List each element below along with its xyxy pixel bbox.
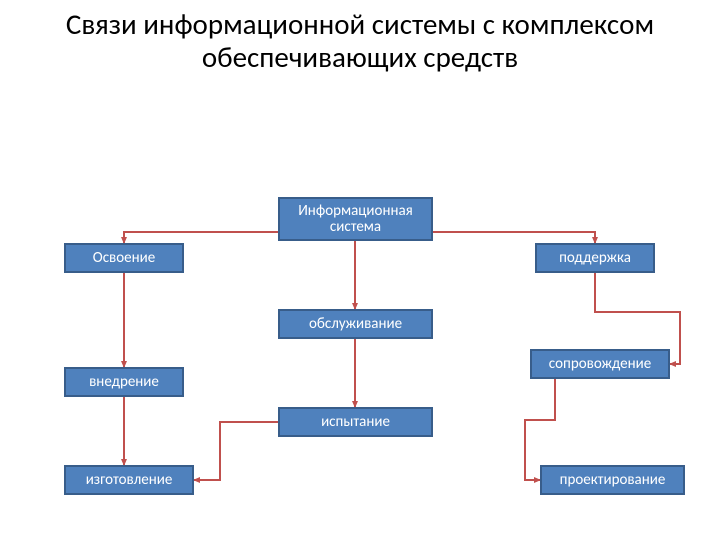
- node-manufacture: изготовление: [64, 465, 194, 495]
- node-mastering: Освоение: [64, 243, 184, 273]
- node-accompany: сопровождение: [530, 349, 670, 379]
- node-info_system: Информационная система: [278, 197, 433, 241]
- page-title: Связи информационной системы с комплексо…: [0, 8, 720, 75]
- node-testing: испытание: [278, 407, 433, 437]
- edge-info_system-support: [433, 232, 595, 243]
- node-deployment: внедрение: [64, 367, 184, 397]
- edge-info_system-mastering: [124, 232, 278, 243]
- node-service: обслуживание: [278, 309, 433, 339]
- node-design: проектирование: [540, 465, 685, 495]
- edge-testing-manufacture: [194, 422, 278, 480]
- node-support: поддержка: [535, 243, 655, 273]
